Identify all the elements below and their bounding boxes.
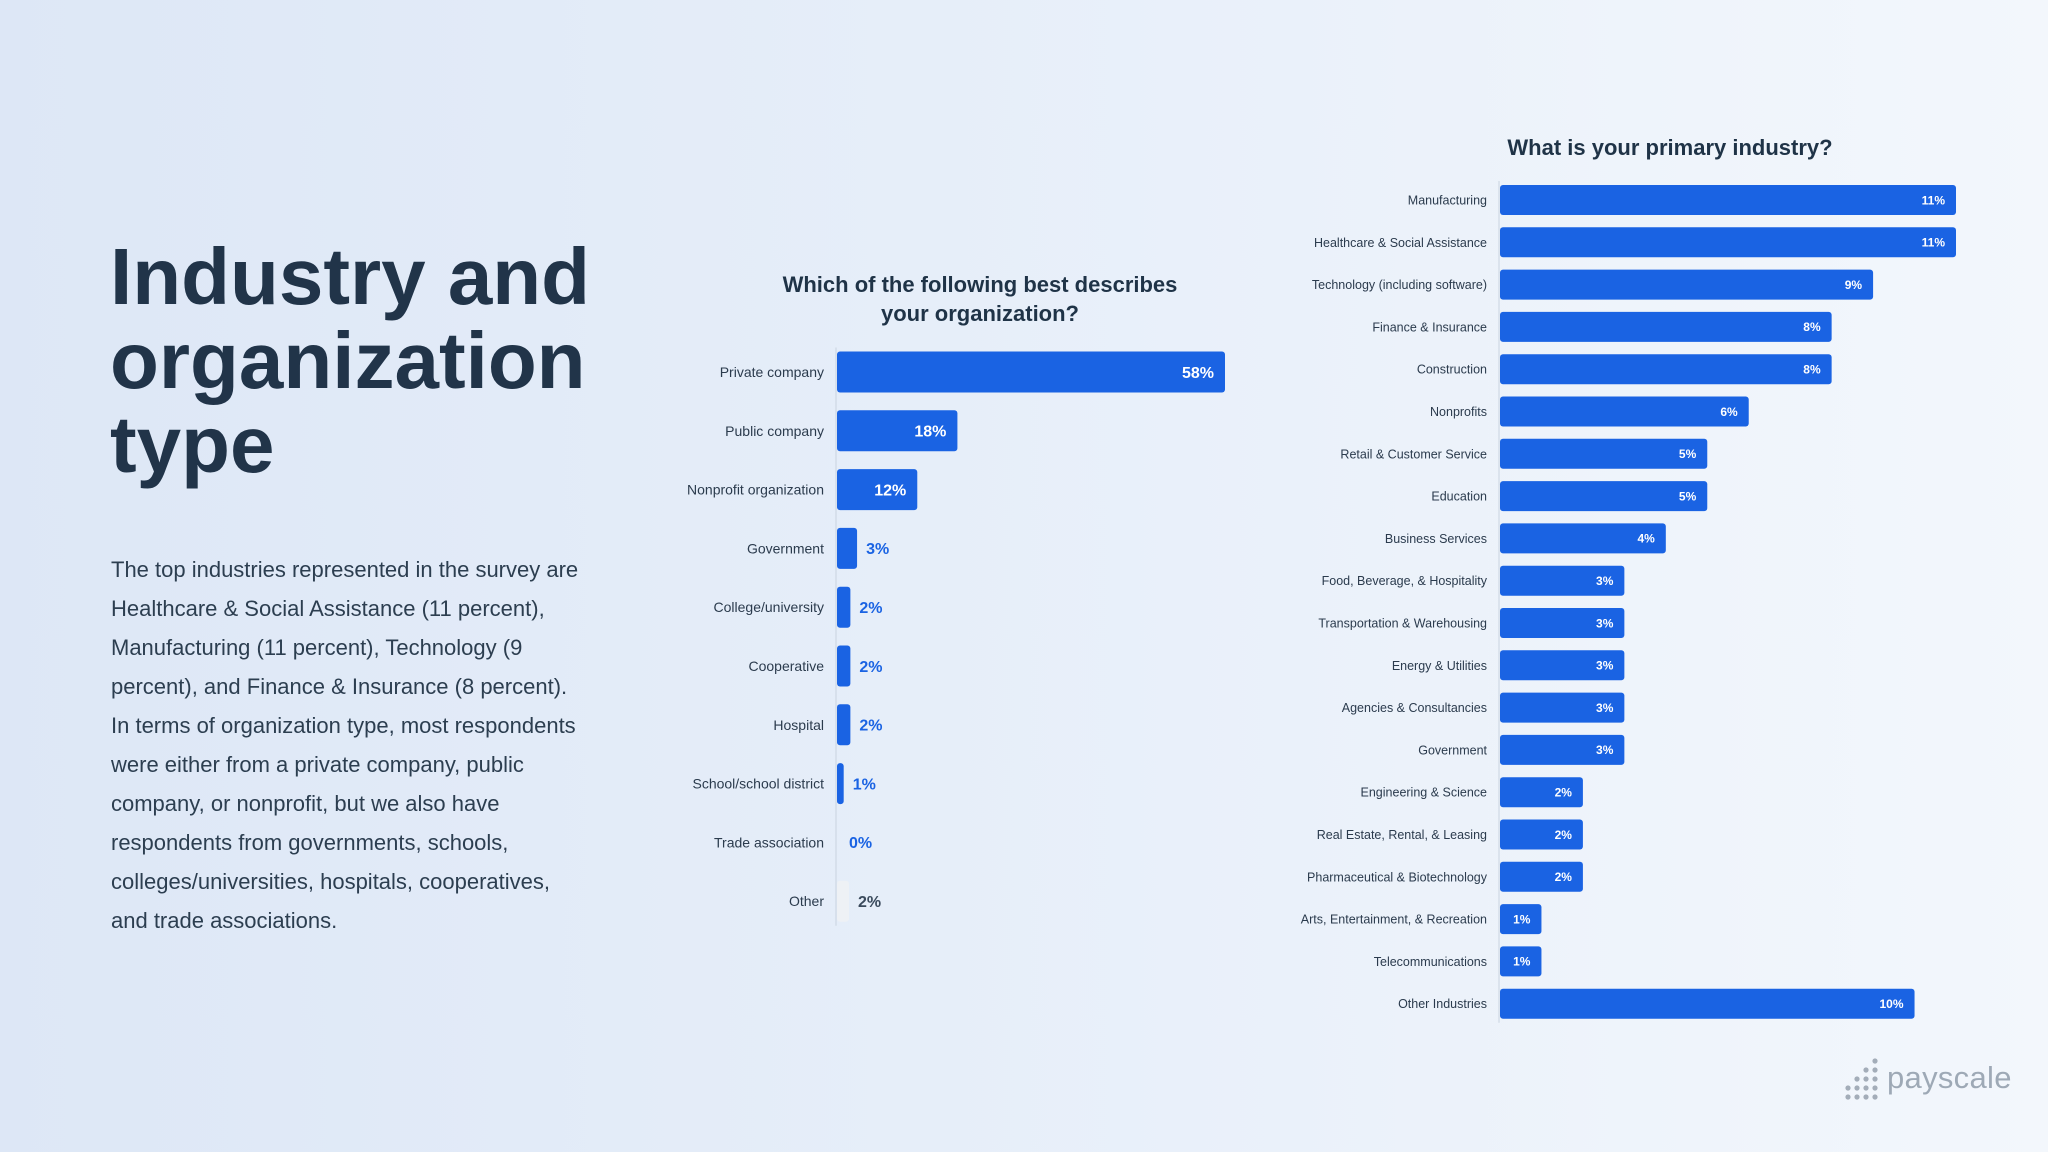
value-label: 12%: [874, 482, 906, 499]
bar: [837, 586, 851, 628]
page-title-line: type: [110, 400, 275, 489]
category-label: Trade association: [714, 834, 824, 850]
category-label: Government: [747, 540, 824, 556]
page-title: Industry and organization type: [110, 235, 630, 487]
bar: [837, 763, 844, 805]
value-label: 1%: [853, 776, 876, 793]
category-label: Private company: [720, 364, 824, 380]
value-label: 2%: [858, 894, 881, 911]
value-label: 58%: [1182, 365, 1214, 382]
page-title-line: organization: [110, 316, 586, 405]
org-type-chart-title: Which of the following best describes yo…: [782, 272, 1178, 326]
industry-chart-title: What is your primary industry?: [1507, 135, 1833, 160]
bar: [837, 704, 851, 746]
bar: [837, 469, 918, 511]
summary-paragraph: The top industries represented in the su…: [111, 557, 579, 933]
value-label: 2%: [859, 718, 882, 735]
category-label: School/school district: [692, 776, 824, 792]
category-label: College/university: [714, 599, 825, 615]
value-label: 3%: [866, 541, 889, 558]
category-label: Other: [789, 893, 824, 909]
category-label: Public company: [725, 423, 824, 439]
value-label: 0%: [849, 835, 872, 852]
value-label: 2%: [859, 600, 882, 617]
bar: [837, 351, 1225, 393]
logo-wordmark: payscale: [1887, 1060, 2012, 1095]
bar: [837, 410, 958, 452]
category-label: Hospital: [773, 717, 824, 733]
value-label: 2%: [859, 659, 882, 676]
value-label: 18%: [914, 424, 946, 441]
dot-grid-icon: [1845, 1058, 1878, 1100]
category-label: Cooperative: [749, 658, 825, 674]
page-title-line: Industry and: [110, 232, 591, 321]
payscale-logo: payscale: [1845, 1055, 2012, 1101]
bar: [837, 645, 851, 687]
category-label: Nonprofit organization: [687, 482, 824, 498]
bar: [837, 527, 858, 569]
bar: [837, 880, 849, 922]
